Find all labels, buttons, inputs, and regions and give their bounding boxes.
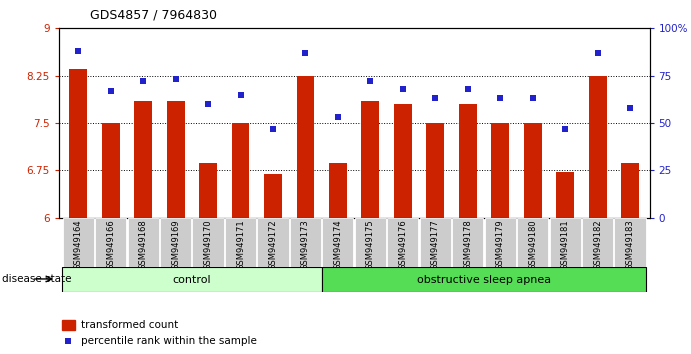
Bar: [290, 218, 321, 267]
Bar: [128, 218, 159, 267]
Bar: [258, 218, 289, 267]
Text: GSM949176: GSM949176: [398, 219, 407, 270]
Bar: [354, 218, 386, 267]
Text: GSM949164: GSM949164: [74, 219, 83, 270]
Point: [560, 126, 571, 132]
Bar: [167, 101, 184, 218]
Bar: [160, 218, 191, 267]
Text: GSM949177: GSM949177: [430, 219, 439, 270]
Point: [300, 50, 311, 56]
Bar: [394, 104, 412, 218]
Text: GSM949168: GSM949168: [139, 219, 148, 270]
Bar: [361, 101, 379, 218]
Point: [105, 88, 116, 94]
Bar: [102, 123, 120, 218]
Bar: [459, 104, 477, 218]
Point: [170, 76, 181, 82]
Point: [235, 92, 246, 97]
Text: disease state: disease state: [2, 274, 72, 284]
Point: [202, 101, 214, 107]
Text: GDS4857 / 7964830: GDS4857 / 7964830: [90, 9, 217, 22]
Bar: [452, 218, 483, 267]
Point: [332, 114, 343, 120]
Text: transformed count: transformed count: [81, 320, 178, 330]
Bar: [484, 218, 515, 267]
Bar: [419, 218, 451, 267]
Bar: [524, 123, 542, 218]
Text: GSM949175: GSM949175: [366, 219, 375, 270]
Bar: [329, 163, 347, 218]
Text: GSM949170: GSM949170: [204, 219, 213, 270]
Text: GSM949166: GSM949166: [106, 219, 115, 270]
Text: GSM949179: GSM949179: [495, 219, 504, 270]
Point: [138, 79, 149, 84]
Text: GSM949183: GSM949183: [625, 219, 634, 270]
Bar: [517, 218, 548, 267]
Text: obstructive sleep apnea: obstructive sleep apnea: [417, 275, 551, 285]
Point: [592, 50, 603, 56]
Bar: [556, 172, 574, 218]
Bar: [387, 218, 419, 267]
Point: [495, 96, 506, 101]
Bar: [621, 163, 639, 218]
Point: [462, 86, 473, 92]
Bar: [589, 76, 607, 218]
Text: GSM949173: GSM949173: [301, 219, 310, 270]
Bar: [95, 218, 126, 267]
Point: [267, 126, 278, 132]
Bar: [426, 123, 444, 218]
Text: GSM949180: GSM949180: [528, 219, 537, 270]
Text: GSM949174: GSM949174: [333, 219, 343, 270]
Bar: [231, 123, 249, 218]
Bar: [491, 123, 509, 218]
Point: [527, 96, 538, 101]
Bar: [63, 218, 94, 267]
Bar: [199, 163, 217, 218]
Point: [365, 79, 376, 84]
Bar: [614, 218, 645, 267]
Point: [63, 338, 74, 343]
Point: [625, 105, 636, 111]
Text: GSM949171: GSM949171: [236, 219, 245, 270]
Bar: [582, 218, 613, 267]
Bar: [69, 69, 87, 218]
Bar: [134, 101, 152, 218]
Point: [430, 96, 441, 101]
Text: GSM949178: GSM949178: [463, 219, 472, 270]
Bar: [549, 218, 580, 267]
Bar: [296, 76, 314, 218]
Text: percentile rank within the sample: percentile rank within the sample: [81, 336, 257, 346]
Point: [73, 48, 84, 54]
Bar: [322, 218, 354, 267]
Text: GSM949169: GSM949169: [171, 219, 180, 270]
Bar: [322, 267, 646, 292]
Bar: [264, 173, 282, 218]
Bar: [62, 267, 322, 292]
Text: GSM949172: GSM949172: [269, 219, 278, 270]
Point: [397, 86, 408, 92]
Text: control: control: [173, 275, 211, 285]
Bar: [225, 218, 256, 267]
Text: GSM949182: GSM949182: [593, 219, 602, 270]
Bar: [193, 218, 224, 267]
Bar: [61, 320, 75, 330]
Text: GSM949181: GSM949181: [560, 219, 569, 270]
